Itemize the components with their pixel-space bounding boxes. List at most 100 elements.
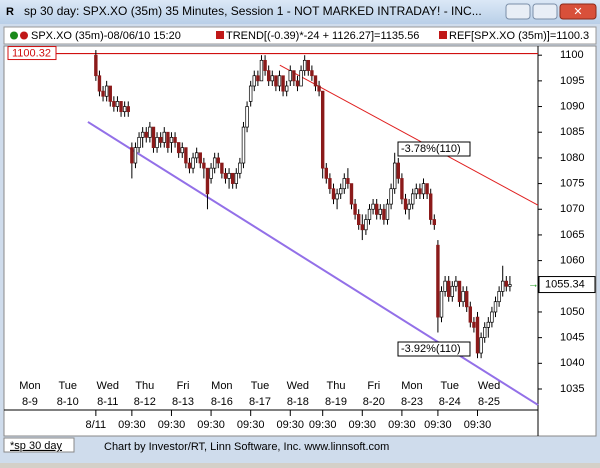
candle-body bbox=[364, 219, 368, 231]
candle-body bbox=[284, 85, 289, 92]
x-tick-label: 09:30 bbox=[309, 419, 337, 431]
x-tick-label: 09:30 bbox=[158, 419, 186, 431]
candle-body bbox=[320, 90, 325, 169]
last-price: 1055.34 bbox=[545, 278, 585, 290]
candle-body bbox=[238, 162, 242, 174]
candle-body bbox=[486, 321, 491, 328]
reference-box bbox=[7, 46, 57, 61]
candle-body bbox=[400, 178, 404, 200]
annotation-box bbox=[397, 341, 471, 357]
candle-body bbox=[241, 126, 246, 164]
date-label: 8-25 bbox=[478, 396, 500, 408]
date-label: 8-9 bbox=[22, 396, 38, 408]
candle-body bbox=[122, 106, 127, 113]
y-tick-label: 1045 bbox=[560, 332, 584, 344]
candle-body bbox=[302, 59, 307, 71]
y-tick-label: 1085 bbox=[560, 126, 584, 138]
day-label: Tue bbox=[441, 380, 460, 392]
maximize-button[interactable] bbox=[532, 3, 558, 20]
candle-body bbox=[151, 126, 156, 148]
candle-body bbox=[457, 280, 462, 303]
reference-label: 1100.32 bbox=[12, 47, 51, 59]
candle-body bbox=[223, 172, 228, 179]
close-button[interactable] bbox=[559, 3, 597, 20]
y-tick-label: 1080 bbox=[560, 152, 584, 164]
candle-body bbox=[299, 70, 303, 87]
status-dot bbox=[20, 31, 28, 40]
date-label: 8-20 bbox=[363, 396, 385, 408]
candle-body bbox=[371, 203, 375, 210]
candle-body bbox=[292, 70, 296, 82]
candle-body bbox=[166, 131, 170, 148]
candle-body bbox=[436, 244, 440, 318]
candle-body bbox=[137, 137, 141, 148]
y-tick-label: 1075 bbox=[560, 177, 584, 189]
annotation: -3.78%(110) bbox=[401, 143, 461, 155]
candle-body bbox=[202, 162, 206, 169]
candle-body bbox=[313, 75, 318, 87]
candle-body bbox=[447, 280, 451, 297]
chart-pane bbox=[3, 45, 597, 437]
x-tick-label: 09:30 bbox=[388, 419, 416, 431]
trend-line bbox=[87, 121, 539, 406]
candle-body bbox=[97, 75, 102, 92]
candle-body bbox=[414, 188, 419, 195]
close-x: ✕ bbox=[573, 6, 582, 18]
candle-body bbox=[454, 280, 458, 287]
minimize-button[interactable] bbox=[505, 3, 531, 20]
candle-body bbox=[403, 198, 408, 210]
candle-body bbox=[479, 337, 483, 354]
candle-body bbox=[497, 291, 501, 303]
y-tick-label: 1065 bbox=[560, 229, 584, 241]
candle-body bbox=[277, 75, 282, 87]
date-label: 8-12 bbox=[134, 396, 156, 408]
candle-body bbox=[418, 188, 422, 195]
candle-body bbox=[425, 183, 429, 195]
candle-body bbox=[194, 152, 199, 159]
candle-body bbox=[461, 291, 465, 303]
candle-body bbox=[205, 167, 210, 195]
candle-body bbox=[349, 183, 354, 205]
day-label: Mon bbox=[211, 380, 232, 392]
candle-body bbox=[353, 203, 357, 215]
info-text: REF[SPX.XO (35m)]=1100.3 bbox=[449, 30, 589, 42]
tab[interactable] bbox=[3, 437, 75, 453]
status-dot bbox=[10, 31, 18, 40]
day-label: Thu bbox=[135, 380, 154, 392]
day-label: Thu bbox=[327, 380, 346, 392]
day-label: Tue bbox=[58, 380, 77, 392]
candle-body bbox=[119, 101, 123, 113]
candle-body bbox=[356, 214, 361, 226]
candle-body bbox=[392, 162, 397, 190]
x-tick-label: 09:30 bbox=[349, 419, 377, 431]
candle-body bbox=[288, 70, 292, 82]
candle-body bbox=[493, 301, 498, 313]
candle-body bbox=[259, 59, 264, 82]
candle-body bbox=[432, 219, 437, 226]
candle-body bbox=[475, 316, 480, 354]
last-arrow: → bbox=[528, 278, 539, 290]
candle-body bbox=[328, 178, 332, 190]
candle-body bbox=[230, 172, 235, 184]
candle-body bbox=[342, 178, 346, 190]
candle-body bbox=[324, 167, 328, 179]
day-label: Fri bbox=[177, 380, 190, 392]
day-label: Wed bbox=[478, 380, 500, 392]
candle-body bbox=[212, 157, 217, 169]
legend-swatch bbox=[439, 31, 447, 39]
date-label: 8-23 bbox=[401, 396, 423, 408]
tab-label[interactable]: *sp 30 day bbox=[10, 440, 62, 452]
candle-body bbox=[382, 208, 386, 220]
candle-body bbox=[346, 178, 350, 184]
candle-body bbox=[173, 137, 177, 143]
candle-body bbox=[374, 203, 379, 215]
date-label: 8-16 bbox=[211, 396, 233, 408]
plot: 1035104010451050105510601065107010751080… bbox=[7, 46, 596, 431]
x-tick-label: 8/11 bbox=[86, 419, 107, 431]
window-title: sp 30 day: SPX.XO (35m) 35 Minutes, Sess… bbox=[24, 4, 482, 18]
candle-body bbox=[443, 280, 447, 292]
candle-body bbox=[472, 321, 476, 328]
candle-body bbox=[94, 54, 98, 77]
y-tick-label: 1100 bbox=[560, 49, 584, 61]
